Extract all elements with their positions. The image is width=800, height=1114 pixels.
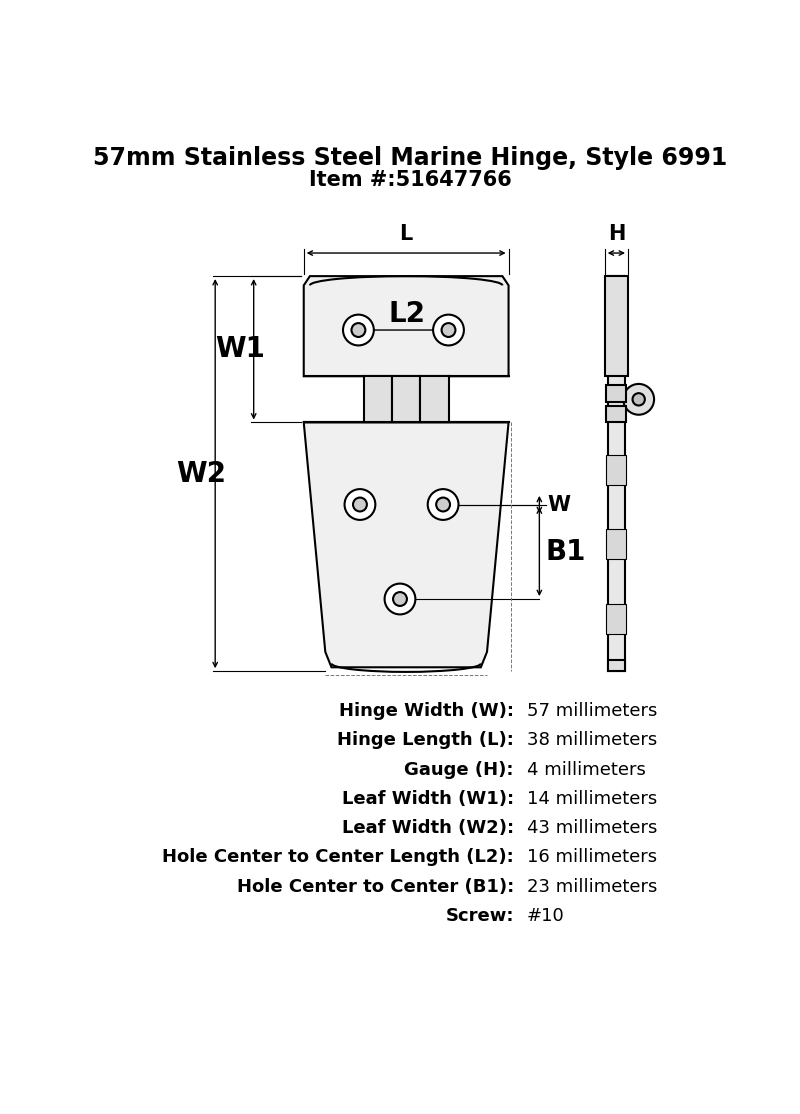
Circle shape [428, 489, 458, 520]
Text: B1: B1 [546, 538, 586, 566]
Bar [392, 377, 420, 422]
Text: Leaf Width (W1):: Leaf Width (W1): [342, 790, 514, 808]
Circle shape [351, 323, 366, 336]
Circle shape [393, 592, 407, 606]
Circle shape [633, 393, 645, 405]
Bar [606, 529, 626, 559]
Circle shape [343, 314, 374, 345]
Text: Leaf Width (W2):: Leaf Width (W2): [342, 819, 514, 838]
Bar [606, 407, 626, 422]
Text: Hole Center to Center Length (L2):: Hole Center to Center Length (L2): [162, 849, 514, 867]
Circle shape [345, 489, 375, 520]
Text: H: H [608, 224, 625, 244]
Circle shape [436, 498, 450, 511]
Bar [420, 377, 449, 422]
Bar [606, 455, 626, 485]
Circle shape [353, 498, 367, 511]
Text: 23 millimeters: 23 millimeters [527, 878, 658, 896]
Text: Hinge Width (W):: Hinge Width (W): [339, 702, 514, 720]
Text: 43 millimeters: 43 millimeters [527, 819, 658, 838]
Text: Hinge Length (L):: Hinge Length (L): [337, 732, 514, 750]
Polygon shape [304, 422, 509, 667]
Circle shape [433, 314, 464, 345]
Bar [606, 604, 626, 634]
Text: L: L [399, 224, 413, 244]
Circle shape [442, 323, 455, 336]
Text: L2: L2 [389, 300, 426, 328]
Text: Screw:: Screw: [446, 907, 514, 925]
Text: 14 millimeters: 14 millimeters [527, 790, 658, 808]
Bar [608, 276, 625, 671]
Text: 4 millimeters: 4 millimeters [527, 761, 646, 779]
Bar [606, 385, 626, 402]
Text: W: W [547, 495, 570, 515]
Polygon shape [304, 276, 509, 377]
Circle shape [623, 384, 654, 414]
Text: 57mm Stainless Steel Marine Hinge, Style 6991: 57mm Stainless Steel Marine Hinge, Style… [93, 146, 727, 170]
Bar [608, 659, 625, 671]
Circle shape [385, 584, 415, 615]
Text: Item #:51647766: Item #:51647766 [309, 169, 511, 189]
Text: 57 millimeters: 57 millimeters [527, 702, 658, 720]
Text: W1: W1 [215, 335, 265, 363]
Text: Hole Center to Center (B1):: Hole Center to Center (B1): [237, 878, 514, 896]
Text: 38 millimeters: 38 millimeters [527, 732, 658, 750]
Bar [364, 377, 392, 422]
Bar [605, 276, 628, 377]
Text: W2: W2 [176, 460, 226, 488]
Text: #10: #10 [527, 907, 565, 925]
Text: 16 millimeters: 16 millimeters [527, 849, 657, 867]
Text: Gauge (H):: Gauge (H): [405, 761, 514, 779]
